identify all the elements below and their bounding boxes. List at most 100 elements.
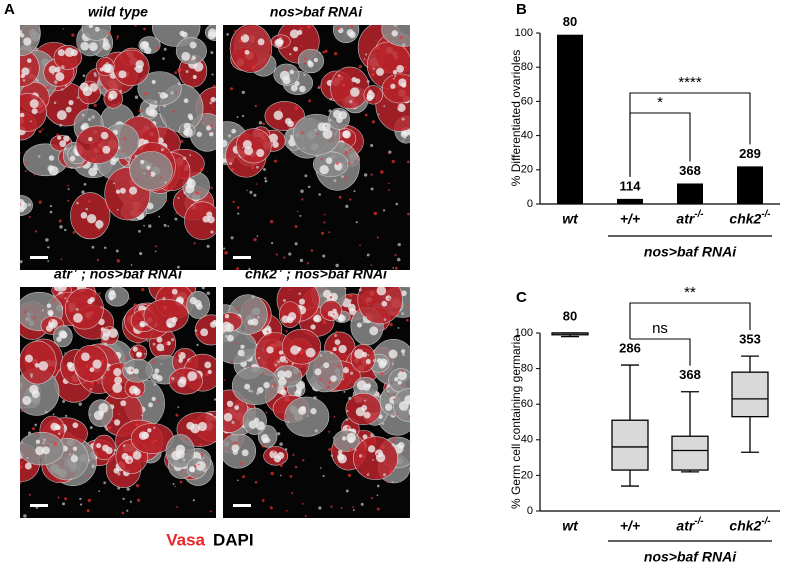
nucleus: [268, 133, 278, 143]
speck: [372, 358, 377, 363]
speck: [366, 473, 370, 476]
nucleus: [251, 318, 259, 326]
nucleus: [231, 128, 237, 134]
speck: [164, 341, 168, 346]
y-axis-label: % Differentiated ovarioles: [509, 50, 523, 187]
speck: [359, 244, 361, 247]
speck: [133, 303, 137, 307]
speck: [303, 73, 306, 77]
speck: [392, 440, 395, 443]
speck: [239, 461, 243, 466]
speck: [158, 399, 161, 402]
speck: [332, 312, 335, 315]
speck: [20, 452, 22, 454]
egg-chamber: [194, 314, 216, 346]
speck: [294, 106, 299, 110]
nucleus: [133, 368, 140, 375]
speck: [59, 225, 63, 229]
nucleus: [266, 346, 274, 354]
nucleus: [150, 171, 156, 177]
speck: [332, 436, 335, 439]
speck: [258, 121, 263, 125]
count-label: 368: [679, 367, 701, 382]
speck: [161, 148, 164, 152]
speck: [179, 480, 183, 484]
speck: [78, 402, 82, 406]
nucleus: [207, 216, 215, 224]
speck: [176, 265, 180, 269]
speck: [243, 367, 246, 370]
speck: [231, 361, 234, 364]
speck: [177, 82, 181, 85]
speck: [100, 306, 103, 309]
egg-chamber: [350, 344, 376, 373]
nucleus: [401, 349, 406, 354]
nucleus: [322, 122, 331, 131]
nucleus: [188, 116, 194, 121]
nucleus: [139, 41, 149, 50]
speck: [321, 231, 325, 235]
nucleus: [262, 437, 268, 444]
speck: [95, 457, 98, 460]
speck: [233, 424, 236, 427]
speck: [349, 371, 354, 375]
speck: [23, 514, 27, 518]
speck: [87, 498, 92, 503]
speck: [113, 448, 118, 452]
nucleus: [34, 363, 40, 368]
nucleus: [284, 370, 293, 378]
speck: [71, 33, 75, 37]
nucleus: [118, 70, 127, 79]
speck: [117, 472, 121, 476]
speck: [116, 259, 120, 263]
speck: [91, 464, 95, 469]
speck: [376, 494, 379, 497]
speck: [358, 64, 363, 69]
speck: [298, 66, 301, 69]
speck: [153, 426, 156, 429]
speck: [236, 206, 240, 209]
speck: [167, 225, 170, 228]
speck: [213, 398, 216, 401]
nucleus: [244, 383, 251, 390]
speck: [342, 378, 345, 381]
nucleus: [140, 322, 145, 327]
nucleus: [135, 65, 143, 73]
speck: [199, 443, 203, 446]
speck: [329, 119, 332, 122]
image-label: chk2-/-; nos>baf RNAi: [245, 264, 388, 282]
speck: [230, 236, 234, 240]
speck: [197, 463, 200, 466]
speck: [395, 202, 399, 206]
nucleus: [163, 93, 169, 98]
speck: [136, 342, 139, 345]
speck: [143, 353, 146, 355]
speck: [371, 72, 375, 77]
significance-label: **: [684, 284, 696, 301]
speck: [152, 342, 156, 346]
scale-bar: [233, 504, 251, 507]
speck: [180, 139, 184, 144]
speck: [195, 191, 199, 195]
nucleus: [376, 68, 384, 76]
speck: [20, 260, 23, 264]
speck: [291, 362, 294, 365]
speck: [132, 442, 136, 446]
speck: [87, 101, 90, 104]
speck: [298, 292, 302, 295]
speck: [90, 381, 94, 385]
nucleus: [72, 422, 79, 429]
egg-chamber: [353, 436, 398, 481]
nucleus: [86, 213, 97, 224]
speck: [20, 203, 22, 206]
speck: [233, 441, 237, 445]
speck: [367, 354, 370, 356]
nucleus: [29, 99, 39, 109]
speck: [134, 154, 138, 158]
speck: [20, 481, 22, 485]
speck: [364, 113, 368, 117]
speck: [391, 443, 395, 447]
speck: [393, 436, 397, 440]
speck: [201, 287, 205, 290]
